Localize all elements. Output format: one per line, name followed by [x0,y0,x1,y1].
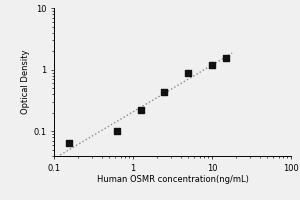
Point [67,141,72,145]
Point [224,56,228,60]
X-axis label: Human OSMR concentration(ng/mL): Human OSMR concentration(ng/mL) [97,175,248,184]
Point [138,109,143,112]
Point [115,130,119,133]
Point [210,63,214,66]
Y-axis label: Optical Density: Optical Density [22,50,31,114]
Point [162,90,167,93]
Point [186,72,190,75]
